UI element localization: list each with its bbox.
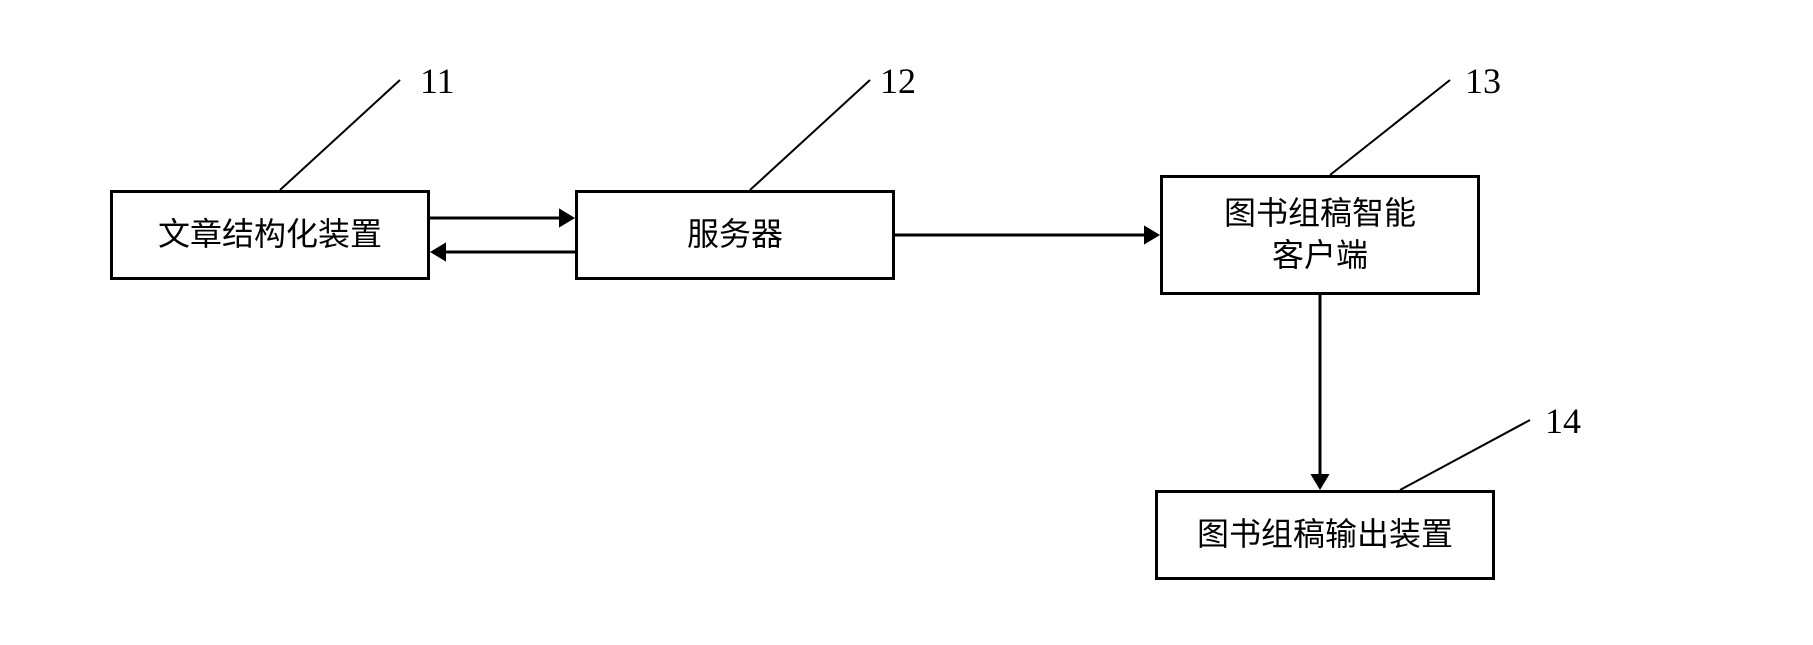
node-n14: 图书组稿输出装置 xyxy=(1155,490,1495,580)
ref-label-13: 13 xyxy=(1465,60,1501,102)
ref-label-11: 11 xyxy=(420,60,455,102)
ref-label-14: 14 xyxy=(1545,400,1581,442)
node-label: 图书组稿智能 客户端 xyxy=(1224,193,1416,276)
node-label: 文章结构化装置 xyxy=(158,214,382,256)
node-n11: 文章结构化装置 xyxy=(110,190,430,280)
node-n13: 图书组稿智能 客户端 xyxy=(1160,175,1480,295)
ref-label-12: 12 xyxy=(880,60,916,102)
node-n12: 服务器 xyxy=(575,190,895,280)
node-label: 服务器 xyxy=(687,214,783,256)
node-label: 图书组稿输出装置 xyxy=(1197,514,1453,556)
